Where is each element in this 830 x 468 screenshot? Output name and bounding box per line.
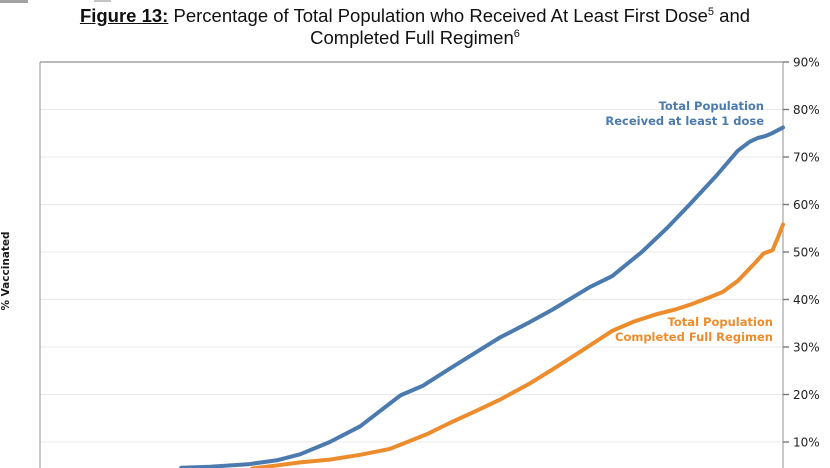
series-label-first-dose: Total Population Received at least 1 dos… [605, 99, 764, 128]
y-axis-tick-label: 40% [793, 293, 820, 307]
page-crop-artifact [0, 0, 28, 3]
figure-title-line1: Figure 13: Percentage of Total Populatio… [79, 5, 751, 26]
series-line-first-dose [179, 125, 785, 468]
series-line-full-regimen [249, 222, 785, 468]
y-axis-tick-label: 50% [793, 246, 820, 260]
y-axis-tick-label: 80% [793, 103, 820, 117]
series-label-full-regimen: Total Population Completed Full Regimen [615, 315, 773, 344]
footnote-ref-5: 5 [707, 5, 715, 18]
y-axis-tick-label: 30% [793, 341, 820, 355]
y-axis-tick-label: 20% [793, 388, 820, 402]
y-axis-tick-label: 60% [793, 198, 820, 212]
figure-title-line2: Completed Full Regimen6 [310, 27, 520, 48]
y-axis-tick-label: 10% [793, 436, 820, 450]
figure-title: Figure 13: Percentage of Total Populatio… [0, 5, 830, 49]
y-axis-tick-label: 90% [793, 56, 820, 70]
y-axis-tick-label: 70% [793, 151, 820, 165]
footnote-ref-6: 6 [513, 27, 520, 40]
figure-number-label: Figure 13: [79, 5, 169, 26]
page-crop-artifact [94, 0, 111, 2]
